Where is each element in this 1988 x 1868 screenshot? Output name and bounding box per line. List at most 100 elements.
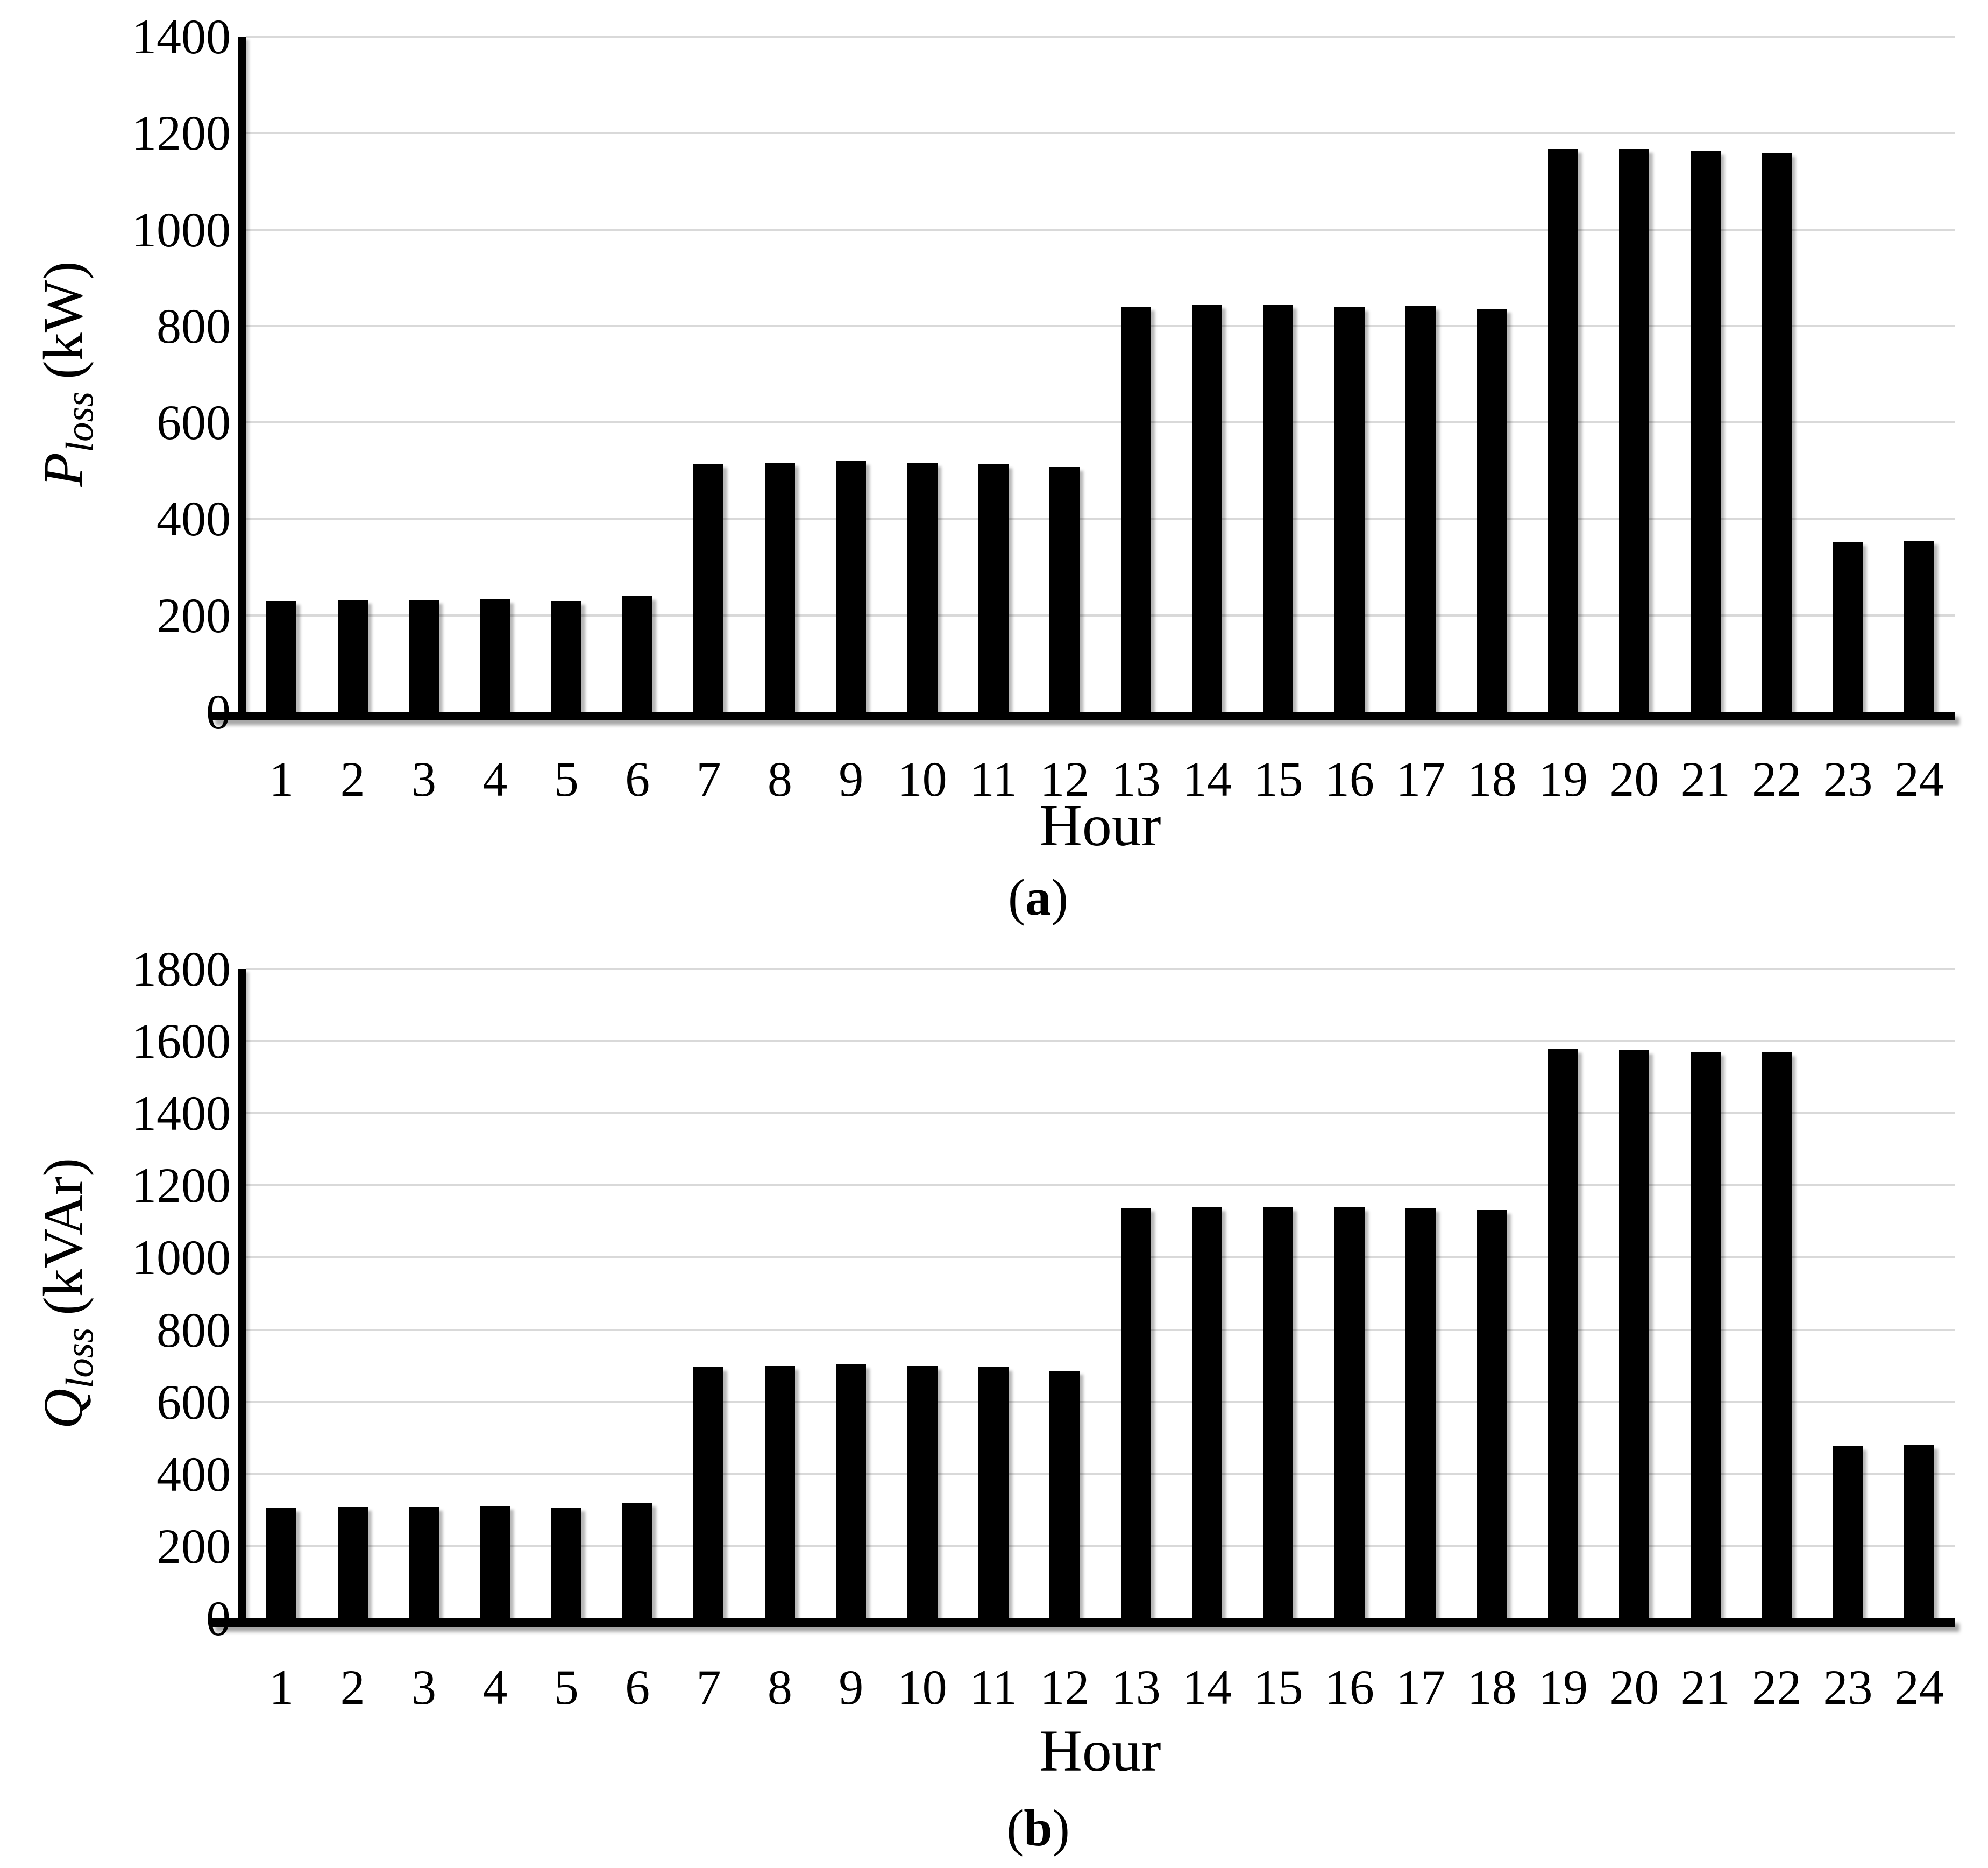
x-tick-label-3: 3 bbox=[411, 1660, 436, 1715]
y-tick-label-400: 400 bbox=[157, 491, 231, 547]
bar-hour-10 bbox=[907, 463, 938, 712]
x-tick-label-10: 10 bbox=[897, 1660, 947, 1715]
y-axis-symbol-a: P bbox=[32, 452, 94, 487]
bar-hour-11 bbox=[978, 1367, 1009, 1618]
gridline bbox=[246, 1473, 1955, 1475]
bar-hour-16 bbox=[1334, 307, 1365, 712]
gridline bbox=[246, 1545, 1955, 1547]
x-tick-label-23: 23 bbox=[1823, 752, 1873, 806]
caption-b: (b) bbox=[866, 1801, 1210, 1855]
x-tick-label-17: 17 bbox=[1396, 752, 1446, 806]
bar-hour-19 bbox=[1547, 148, 1578, 712]
y-axis-line bbox=[238, 37, 246, 712]
plot-area-a bbox=[246, 36, 1955, 712]
x-tick-label-18: 18 bbox=[1467, 752, 1517, 806]
bar-hour-13 bbox=[1120, 307, 1151, 712]
x-tick-label-10: 10 bbox=[897, 752, 947, 806]
x-tick-label-6: 6 bbox=[625, 752, 650, 806]
bar-hour-18 bbox=[1476, 309, 1507, 712]
y-tick-label-0: 0 bbox=[206, 1591, 231, 1646]
bar-hour-23 bbox=[1833, 1446, 1863, 1618]
gridline bbox=[246, 1040, 1955, 1043]
caption-a-letter: a bbox=[1025, 868, 1051, 926]
x-tick-label-18: 18 bbox=[1467, 1660, 1517, 1715]
bar-hour-20 bbox=[1619, 148, 1650, 712]
bar-hour-21 bbox=[1690, 1052, 1721, 1618]
x-tick-label-9: 9 bbox=[839, 1660, 864, 1715]
y-tick-label-0: 0 bbox=[206, 684, 231, 739]
bar-hour-24 bbox=[1904, 1445, 1934, 1618]
gridline bbox=[246, 968, 1955, 970]
gridline bbox=[246, 1400, 1955, 1403]
y-tick-label-1400: 1400 bbox=[132, 9, 231, 64]
y-tick-label-800: 800 bbox=[157, 298, 231, 353]
bar-hour-16 bbox=[1334, 1207, 1365, 1618]
gridline bbox=[246, 1328, 1955, 1331]
bar-hour-14 bbox=[1192, 1207, 1223, 1618]
x-tick-label-11: 11 bbox=[969, 752, 1018, 806]
gridline bbox=[246, 614, 1955, 617]
x-tick-label-2: 2 bbox=[340, 752, 365, 806]
y-tick-label-1400: 1400 bbox=[132, 1086, 231, 1141]
bar-hour-3 bbox=[408, 600, 439, 712]
x-tick-label-7: 7 bbox=[696, 752, 721, 806]
caption-a-close: ) bbox=[1051, 868, 1068, 926]
plot-area-b bbox=[246, 968, 1955, 1618]
x-tick-label-5: 5 bbox=[553, 1660, 579, 1715]
x-tick-label-12: 12 bbox=[1040, 752, 1090, 806]
bar-hour-21 bbox=[1690, 151, 1721, 712]
gridline bbox=[246, 1112, 1955, 1115]
bar-hour-6 bbox=[622, 1503, 653, 1618]
x-tick-label-1: 1 bbox=[269, 1660, 294, 1715]
x-axis-title-a: Hour bbox=[1039, 793, 1161, 858]
x-tick-label-8: 8 bbox=[767, 1660, 792, 1715]
bar-hour-9 bbox=[836, 1364, 867, 1618]
y-axis-unit-a: (kW) bbox=[32, 261, 94, 379]
y-axis-symbol-b: Q bbox=[32, 1388, 94, 1429]
y-axis-subscript-b: loss bbox=[58, 1327, 102, 1389]
x-tick-label-12: 12 bbox=[1040, 1660, 1090, 1715]
gridline bbox=[246, 228, 1955, 231]
y-tick-label-200: 200 bbox=[157, 588, 231, 643]
x-tick-label-2: 2 bbox=[340, 1660, 365, 1715]
bar-hour-17 bbox=[1405, 306, 1436, 712]
y-axis-unit-b: (kVAr) bbox=[32, 1158, 94, 1315]
bar-hour-15 bbox=[1263, 1207, 1294, 1618]
x-tick-label-21: 21 bbox=[1680, 752, 1730, 806]
y-axis-line bbox=[238, 969, 246, 1618]
gridline bbox=[246, 1256, 1955, 1259]
x-tick-label-17: 17 bbox=[1396, 1660, 1446, 1715]
y-tick-label-600: 600 bbox=[157, 395, 231, 450]
x-tick-label-20: 20 bbox=[1609, 752, 1659, 806]
bar-hour-9 bbox=[836, 461, 867, 712]
y-tick-label-1000: 1000 bbox=[132, 202, 231, 257]
x-tick-label-19: 19 bbox=[1538, 1660, 1588, 1715]
x-tick-label-4: 4 bbox=[482, 752, 508, 806]
bar-hour-14 bbox=[1192, 305, 1223, 712]
x-tick-label-24: 24 bbox=[1894, 1660, 1944, 1715]
x-axis-title-b: Hour bbox=[1039, 1718, 1161, 1784]
x-tick-label-5: 5 bbox=[553, 752, 579, 806]
x-tick-label-1: 1 bbox=[269, 752, 294, 806]
x-tick-label-22: 22 bbox=[1752, 752, 1802, 806]
y-tick-label-1200: 1200 bbox=[132, 1158, 231, 1213]
bar-hour-20 bbox=[1619, 1050, 1650, 1618]
bar-hour-22 bbox=[1762, 153, 1792, 712]
x-tick-label-3: 3 bbox=[411, 752, 436, 806]
y-axis-subscript-a: loss bbox=[58, 391, 102, 453]
bar-hour-8 bbox=[764, 1365, 795, 1618]
gridline bbox=[246, 421, 1955, 424]
x-tick-label-24: 24 bbox=[1894, 752, 1944, 806]
y-tick-label-600: 600 bbox=[157, 1374, 231, 1430]
bar-hour-2 bbox=[337, 1507, 368, 1618]
bar-hour-8 bbox=[764, 462, 795, 712]
bar-hour-12 bbox=[1049, 1370, 1080, 1618]
bar-hour-23 bbox=[1833, 542, 1863, 712]
x-tick-label-19: 19 bbox=[1538, 752, 1588, 806]
bar-hour-18 bbox=[1476, 1209, 1507, 1618]
y-tick-label-400: 400 bbox=[157, 1446, 231, 1502]
gridline bbox=[246, 1184, 1955, 1187]
x-tick-label-16: 16 bbox=[1324, 752, 1374, 806]
